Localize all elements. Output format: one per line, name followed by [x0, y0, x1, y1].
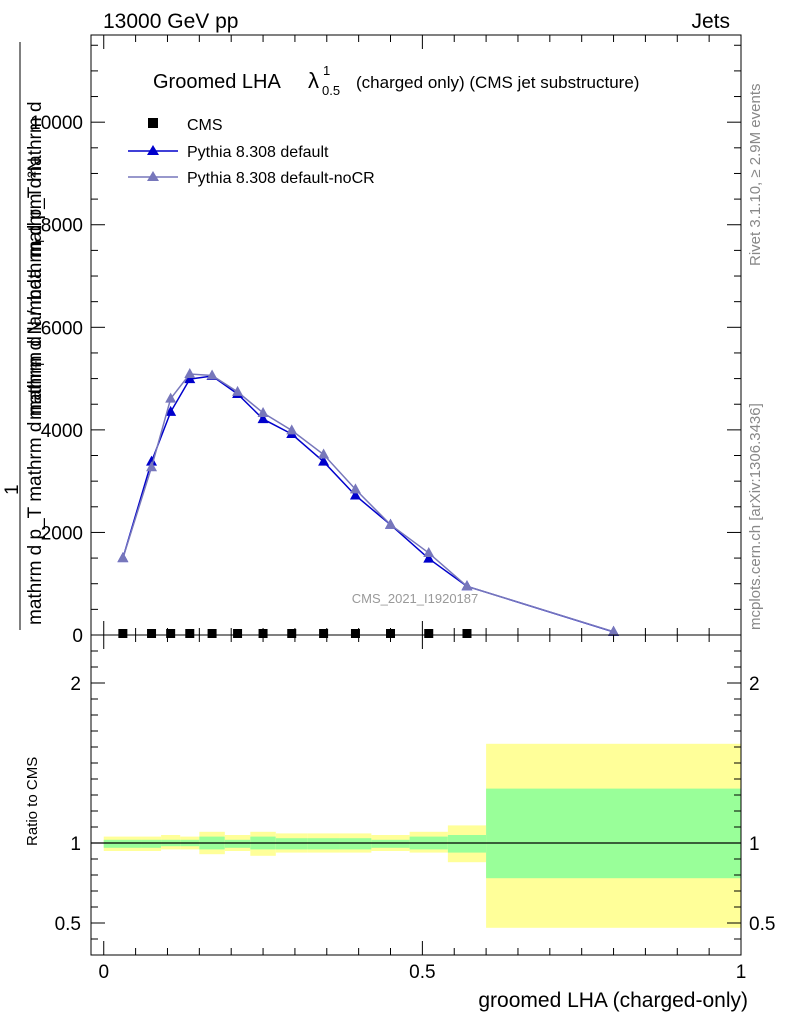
ylabel-p-sub: T [33, 237, 47, 245]
ratio-green-band [307, 838, 340, 850]
default-data-point [423, 552, 435, 563]
nocr-data-point [349, 483, 361, 494]
legend-cms-marker [148, 118, 158, 128]
default-data-point [184, 373, 196, 384]
ylabel-frac-sub: T [33, 360, 47, 368]
ratio-green-band [103, 839, 142, 848]
main-y-tick-label: 10000 [30, 113, 83, 134]
analysis-watermark: CMS_2021_I1920187 [352, 591, 479, 606]
title-superscript: 1 [323, 63, 330, 78]
cms-data-point [462, 629, 472, 638]
header-energy: 13000 GeV pp [103, 10, 238, 33]
nocr-series-line [122, 373, 614, 633]
legend-nocr-label: Pythia 8.308 default-noCR [187, 170, 375, 187]
cms-data-point [166, 629, 176, 638]
nocr-data-point [165, 392, 177, 403]
ratio-uncertainty-bands [103, 743, 741, 928]
ratio-y-axis: 0.5 0.5 1 1 2 2 [55, 650, 775, 940]
ylabel-mid: mathrm d N / mathrm d p_T mathrm d [25, 101, 46, 420]
ratio-y-tick-label: 0.5 [55, 914, 81, 935]
default-data-point [257, 413, 269, 424]
ratio-x-axis: 0 0.5 1 [98, 635, 746, 983]
nocr-data-point [461, 580, 473, 591]
ylabel-numerator: mathrm d²N [25, 158, 46, 258]
cms-data-point [350, 629, 360, 638]
ratio-green-band [486, 788, 741, 879]
title-subscript: 0.5 [322, 83, 340, 98]
ratio-green-band [141, 839, 162, 848]
default-series-line [122, 375, 614, 633]
plot-title: Groomed LHA λ 1 0.5 (charged only) (CMS … [153, 63, 639, 98]
ratio-y-tick-label-right: 1 [749, 834, 760, 855]
cms-data-point [185, 629, 195, 638]
cms-data-point [319, 629, 329, 638]
main-series-layer [117, 367, 620, 638]
header-process: Jets [691, 10, 730, 33]
main-y-axis-label: mathrm d²N mathrm d p_T mathrm d mathrm … [2, 42, 47, 630]
legend-nocr-marker [147, 171, 159, 181]
legend-cms-label: CMS [187, 117, 223, 134]
ylabel-denominator: mathrm d p_T mathrm d mathrm d lambda [25, 268, 46, 625]
nocr-data-point [184, 367, 196, 378]
ratio-y-tick-label: 1 [70, 834, 81, 855]
x-tick-label: 0.5 [409, 962, 435, 983]
ratio-y-tick-label-right: 2 [749, 674, 760, 695]
x-axis-label: groomed LHA (charged-only) [478, 989, 748, 1012]
ratio-green-band [371, 839, 410, 848]
rivet-version-label: Rivet 3.1.10, ≥ 2.9M events [747, 84, 764, 267]
nocr-data-point [423, 546, 435, 557]
x-tick-label: 0 [98, 962, 109, 983]
default-data-point [349, 489, 361, 500]
title-lambda: λ [308, 68, 319, 93]
cms-data-point [386, 629, 396, 638]
ratio-y-tick-label-right: 0.5 [749, 914, 775, 935]
cms-data-point [424, 629, 434, 638]
ylabel-fraction-one: 1 [2, 484, 23, 495]
ratio-y-tick-label: 2 [70, 674, 81, 695]
main-y-axis: 0 2000 4000 6000 8000 10000 [30, 44, 741, 647]
cms-data-point [207, 629, 217, 638]
default-data-point [146, 455, 158, 466]
main-y-tick-label: 4000 [41, 421, 83, 442]
title-rest: (charged only) (CMS jet substructure) [356, 73, 639, 92]
main-y-tick-label: 0 [72, 626, 83, 647]
cms-data-point [118, 629, 128, 638]
nocr-data-point [385, 518, 397, 529]
default-data-point [165, 405, 177, 416]
ratio-green-band [339, 838, 372, 850]
x-tick-label: 1 [736, 962, 747, 983]
nocr-data-point [608, 625, 620, 636]
main-y-tick-label: 2000 [41, 523, 83, 544]
mcplots-label: mcplots.cern.ch [arXiv:1306.3436] [747, 403, 764, 630]
nocr-data-point [257, 406, 269, 417]
cms-data-point [287, 629, 297, 638]
cms-data-point [147, 629, 157, 638]
ratio-y-axis-label: Ratio to CMS [24, 757, 41, 846]
ratio-green-band [224, 839, 251, 848]
cms-data-point [258, 629, 268, 638]
nocr-data-point [146, 461, 158, 472]
nocr-data-point [286, 424, 298, 435]
nocr-data-point [206, 369, 218, 380]
legend: CMS Pythia 8.308 default Pythia 8.308 de… [128, 117, 375, 187]
main-y-tick-label: 6000 [41, 318, 83, 339]
nocr-data-point [318, 448, 330, 459]
main-y-tick-label: 8000 [41, 216, 83, 237]
ratio-green-band [447, 835, 487, 853]
ratio-green-band [275, 838, 308, 850]
default-data-point [318, 455, 330, 466]
legend-default-marker [147, 145, 159, 155]
nocr-data-point [117, 552, 129, 563]
cms-data-point [233, 629, 243, 638]
title-main: Groomed LHA [153, 71, 281, 93]
nocr-data-point [232, 385, 244, 396]
legend-default-label: Pythia 8.308 default [187, 144, 329, 161]
